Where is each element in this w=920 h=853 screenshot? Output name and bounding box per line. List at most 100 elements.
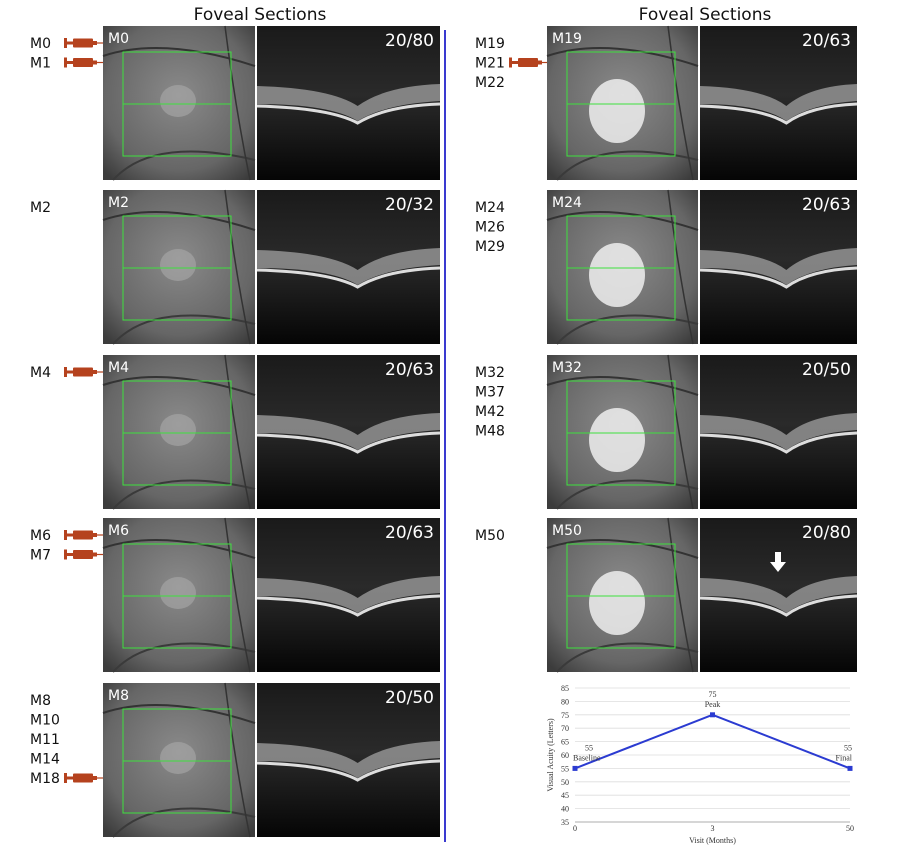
syringe-needle	[97, 553, 104, 556]
image-label: M6	[108, 523, 129, 539]
retina-band	[257, 576, 440, 613]
value-label: 75	[709, 690, 717, 699]
image-label: M24	[552, 195, 582, 211]
syringe-needle	[97, 61, 104, 64]
visit-label: M22	[475, 75, 505, 91]
visit-label: M8	[30, 693, 51, 709]
y-tick-label: 75	[561, 711, 569, 720]
vessel	[224, 517, 251, 673]
vessel	[667, 517, 694, 673]
value-label: 55	[585, 743, 593, 752]
visit-label: M18	[30, 771, 60, 787]
visit-label: M6	[30, 528, 51, 544]
rpe-band	[256, 431, 441, 454]
rpe-band	[256, 594, 441, 617]
syringe-tip	[93, 60, 97, 65]
syringe-needle	[542, 61, 549, 64]
vessel	[667, 354, 694, 510]
visual-acuity: 20/63	[802, 195, 851, 215]
syringe-plunger	[509, 57, 512, 68]
vessel	[112, 479, 256, 510]
retina-band	[257, 741, 440, 778]
syringe-body	[518, 58, 538, 67]
visual-acuity: 20/63	[802, 31, 851, 51]
image-label: M0	[108, 31, 129, 47]
rpe-band	[699, 594, 858, 617]
vessel	[546, 376, 699, 396]
syringe-needle	[97, 42, 104, 44]
lesion	[160, 249, 196, 281]
visual-acuity: 20/63	[385, 360, 434, 380]
rpe-band	[256, 759, 441, 782]
vessel	[224, 682, 251, 838]
vessel	[556, 642, 699, 673]
y-tick-label: 70	[561, 724, 569, 733]
rpe-band	[699, 102, 858, 125]
y-tick-label: 55	[561, 764, 569, 773]
retina-band	[700, 413, 857, 450]
syringe-plunger	[64, 549, 67, 560]
visit-label: M37	[475, 385, 505, 401]
vessel	[556, 314, 699, 345]
y-tick-label: 65	[561, 738, 569, 747]
syringe-rod	[67, 61, 73, 64]
syringe-rod	[67, 370, 73, 374]
syringe-needle	[97, 777, 104, 779]
retina-band	[700, 84, 857, 121]
y-tick-label: 40	[561, 805, 569, 814]
syringe-plunger	[64, 773, 67, 783]
annotation: Peak	[705, 700, 721, 709]
visit-label: M29	[475, 239, 505, 255]
visit-label: M50	[475, 528, 505, 544]
x-axis-label: Visit (Months)	[689, 836, 736, 845]
left-title: Foveal Sections	[194, 5, 327, 25]
y-tick-label: 45	[561, 791, 569, 800]
vessel	[112, 150, 256, 181]
lesion	[589, 408, 645, 472]
syringe-tip	[93, 370, 97, 374]
syringe-tip	[93, 776, 97, 780]
lesion	[160, 85, 196, 117]
rpe-band	[256, 266, 441, 289]
syringe-tip	[93, 41, 97, 45]
image-label: M2	[108, 195, 129, 211]
syringe-body	[73, 38, 93, 48]
visual-acuity: 20/50	[802, 360, 851, 380]
vessel	[102, 539, 256, 559]
vessel	[546, 47, 699, 67]
visit-label: M26	[475, 220, 505, 236]
data-point	[847, 765, 853, 771]
syringe-plunger	[64, 38, 67, 48]
right-title: Foveal Sections	[639, 5, 772, 25]
lesion	[589, 571, 645, 635]
vessel	[112, 642, 256, 673]
syringe-tip	[93, 552, 97, 557]
syringe-rod	[67, 553, 73, 556]
syringe-icon	[64, 773, 104, 783]
visit-label: M1	[30, 56, 51, 72]
visual-acuity: 20/50	[385, 688, 434, 708]
syringe-icon	[64, 530, 104, 540]
data-point	[710, 712, 715, 718]
syringe-body	[73, 530, 93, 540]
image-label: M19	[552, 31, 582, 47]
syringe-body	[73, 367, 93, 377]
vessel	[224, 25, 251, 181]
visit-label: M24	[475, 200, 505, 216]
y-tick-label: 60	[561, 751, 569, 760]
syringe-icon	[509, 57, 549, 68]
visit-label: M0	[30, 36, 51, 52]
arrow	[770, 552, 786, 572]
visual-acuity: 20/32	[385, 195, 434, 215]
visual-acuity: 20/80	[385, 31, 434, 51]
value-label: 55	[844, 743, 852, 752]
visit-label: M32	[475, 365, 505, 381]
syringe-rod	[512, 61, 518, 64]
x-tick-label: 0	[573, 824, 577, 833]
syringe-needle	[97, 534, 104, 536]
visit-label: M14	[30, 752, 60, 768]
syringe-icon	[64, 367, 104, 377]
vessel	[112, 807, 256, 838]
syringe-body	[73, 550, 93, 559]
